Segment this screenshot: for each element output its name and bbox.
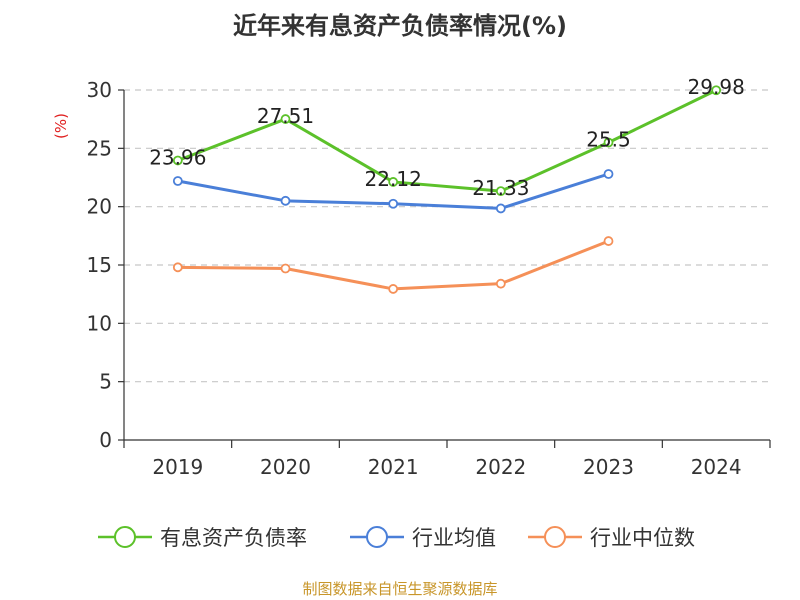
- data-point[interactable]: [495, 203, 506, 214]
- data-point[interactable]: [388, 284, 399, 294]
- x-tick-label: 2021: [368, 455, 419, 479]
- data-point[interactable]: [495, 278, 506, 289]
- x-tick-label: 2024: [691, 455, 742, 479]
- y-tick-label: 0: [99, 428, 112, 452]
- y-tick-label: 10: [87, 311, 112, 335]
- legend-item-1[interactable]: 行业均值: [350, 526, 496, 550]
- y-tick-label: 30: [87, 78, 112, 102]
- data-point[interactable]: [711, 85, 722, 96]
- y-tick-label: 5: [99, 370, 112, 394]
- x-tick-label: 2020: [260, 455, 311, 479]
- series: [172, 85, 722, 294]
- data-point[interactable]: [603, 236, 614, 246]
- data-point[interactable]: [603, 169, 614, 179]
- y-axis-label: (%): [52, 113, 70, 139]
- series-line: [177, 88, 717, 193]
- legend-label: 行业均值: [412, 526, 496, 550]
- data-point[interactable]: [388, 198, 399, 209]
- series-2: [172, 236, 614, 294]
- legend-marker: [366, 526, 388, 548]
- data-point[interactable]: [603, 137, 614, 148]
- legend-label: 有息资产负债率: [160, 526, 307, 550]
- data-point[interactable]: [495, 186, 506, 197]
- legend-marker: [544, 526, 566, 548]
- legend-item-0[interactable]: 有息资产负债率: [98, 526, 307, 550]
- x-tick-label: 2019: [152, 455, 203, 479]
- data-point[interactable]: [280, 114, 291, 124]
- legend-marker: [114, 526, 136, 548]
- grid: [124, 89, 770, 383]
- x-tick-label: 2022: [475, 455, 526, 479]
- axes: 0 5 10 15 20 25 30 2019 2020 2021 2022 2023 2024: [87, 78, 771, 479]
- legend: 有息资产负债率 行业均值 行业中位数: [98, 526, 695, 550]
- y-tick-label: 15: [87, 253, 112, 277]
- data-label: 21.33: [472, 176, 529, 200]
- data-labels: 23.96 27.51 22.12 21.33 25.5 29.98: [149, 75, 745, 200]
- data-point[interactable]: [172, 155, 183, 166]
- legend-item-2[interactable]: 行业中位数: [528, 526, 695, 550]
- series-0: [172, 85, 722, 197]
- chart-title: 近年来有息资产负债率情况(%): [233, 12, 567, 40]
- data-point[interactable]: [172, 176, 183, 186]
- data-point[interactable]: [388, 177, 399, 187]
- data-point[interactable]: [280, 263, 291, 274]
- series-1: [172, 169, 614, 214]
- data-point[interactable]: [172, 262, 183, 273]
- data-point[interactable]: [280, 195, 291, 206]
- data-label: 27.51: [257, 104, 314, 128]
- source-note: 制图数据来自恒生聚源数据库: [302, 580, 497, 598]
- y-tick-label: 20: [87, 195, 112, 219]
- data-label: 29.98: [688, 75, 745, 99]
- data-label: 25.5: [586, 128, 631, 152]
- data-label: 22.12: [365, 167, 422, 191]
- data-label: 23.96: [149, 145, 206, 169]
- x-tick-label: 2023: [583, 455, 634, 479]
- y-tick-label: 25: [87, 136, 112, 160]
- legend-label: 行业中位数: [590, 526, 695, 550]
